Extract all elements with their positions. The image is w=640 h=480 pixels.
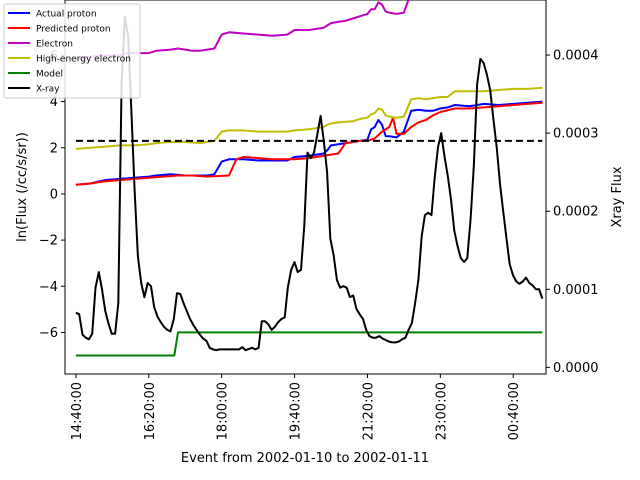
series-line-electron: [75, 0, 410, 60]
right-y-axis-title: Xray Flux: [610, 166, 625, 227]
x-tick-label: 19:40:00: [289, 382, 304, 440]
legend-label-x-ray: X-ray: [36, 85, 60, 95]
left-y-tick-label: −4: [39, 280, 58, 295]
right-y-tick-label: 0.0003: [553, 127, 599, 142]
x-axis-ticks: 14:40:00 16:20:00 18:00:00 19:40:00 21:20:00…: [70, 374, 522, 440]
plot-frame: [64, 0, 547, 375]
legend-label-high-energy-electron: High-energy electron: [36, 55, 131, 65]
series-layer: [75, 0, 544, 357]
right-y-axis-ticks: 0.0000 0.0001 0.0002 0.0003 0.0004: [546, 49, 599, 376]
legend-box: [3, 3, 141, 99]
legend-label-model: Model: [36, 70, 63, 80]
x-tick-label: 14:40:00: [70, 382, 85, 440]
legend-label-predicted-proton: Predicted proton: [36, 25, 111, 35]
series-line-model: [75, 331, 543, 357]
right-y-tick-label: 0.0002: [553, 205, 599, 220]
left-y-axis-title: ln(Flux (/cc/s/sr)): [15, 132, 30, 242]
series-line-x-ray: [75, 15, 544, 352]
legend-label-electron: Electron: [36, 40, 73, 50]
left-y-tick-label: 4: [50, 95, 58, 110]
left-y-tick-label: 0: [50, 187, 58, 202]
left-y-tick-label: −2: [39, 234, 58, 249]
legend: Actual proton Predicted proton Electron Hig…: [3, 3, 141, 99]
x-axis-title: Event from 2002-01-10 to 2002-01-11: [181, 451, 429, 466]
left-y-tick-label: −6: [39, 326, 58, 341]
right-y-tick-label: 0.0000: [553, 361, 599, 376]
series-line-predicted-proton: [75, 101, 543, 186]
legend-label-actual-proton: Actual proton: [36, 10, 97, 20]
x-tick-label: 00:40:00: [507, 382, 522, 440]
left-y-tick-label: 2: [50, 141, 58, 156]
x-tick-label: 16:20:00: [143, 382, 158, 440]
right-y-tick-label: 0.0004: [553, 49, 599, 64]
x-tick-label: 21:20:00: [361, 382, 376, 440]
x-tick-label: 23:00:00: [434, 382, 449, 440]
x-tick-label: 18:00:00: [216, 382, 231, 440]
right-y-tick-label: 0.0001: [553, 283, 599, 298]
series-line-high-energy-electron: [75, 86, 543, 150]
